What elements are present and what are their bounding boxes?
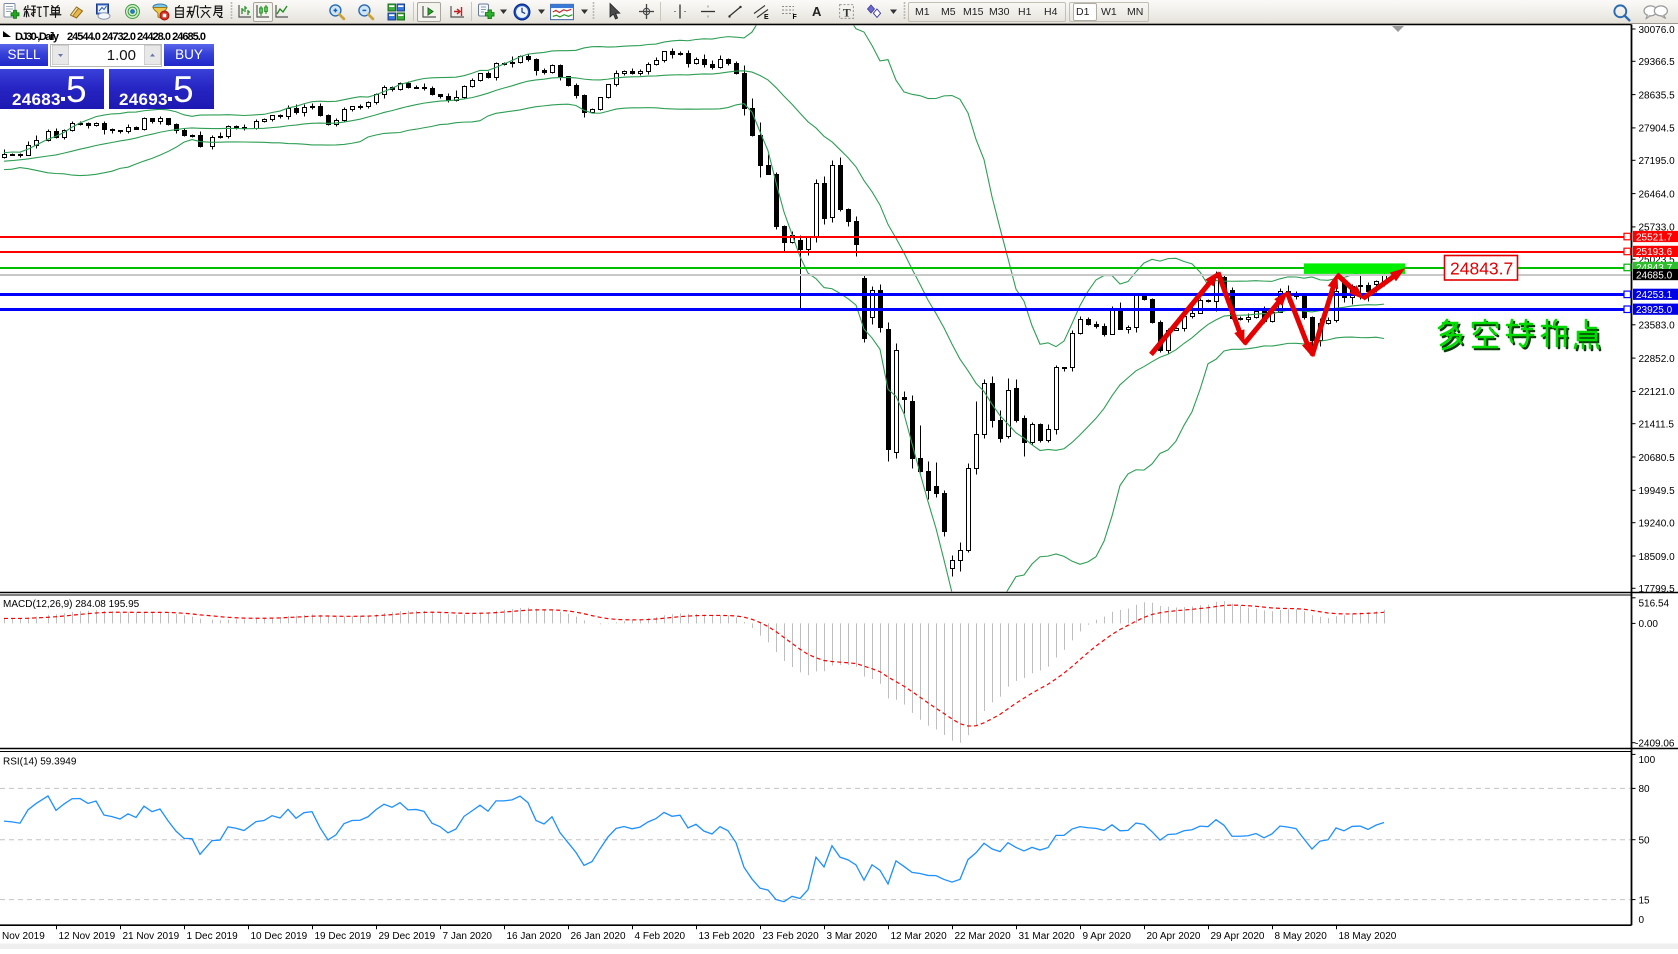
- svg-text:24253.1: 24253.1: [1636, 290, 1673, 301]
- svg-text:1 Dec 2019: 1 Dec 2019: [187, 931, 239, 942]
- svg-text:0.00: 0.00: [1639, 619, 1659, 630]
- svg-text:30076.0: 30076.0: [1639, 25, 1676, 36]
- svg-text:-2409.06: -2409.06: [1635, 739, 1675, 750]
- svg-text:29 Dec 2019: 29 Dec 2019: [379, 931, 436, 942]
- svg-text:29 Apr 2020: 29 Apr 2020: [1211, 931, 1265, 942]
- svg-text:F: F: [793, 14, 798, 20]
- svg-text:80: 80: [1639, 784, 1651, 795]
- svg-text:31 Mar 2020: 31 Mar 2020: [1019, 931, 1076, 942]
- svg-text:29366.5: 29366.5: [1639, 57, 1676, 68]
- svg-text:3 Mar 2020: 3 Mar 2020: [827, 931, 878, 942]
- svg-text:23 Feb 2020: 23 Feb 2020: [763, 931, 820, 942]
- svg-text:MACD(12,26,9) 284.08 195.95: MACD(12,26,9) 284.08 195.95: [3, 599, 140, 610]
- svg-text:20 Apr 2020: 20 Apr 2020: [1147, 931, 1201, 942]
- svg-text:19 Dec 2019: 19 Dec 2019: [315, 931, 372, 942]
- svg-text:22121.0: 22121.0: [1639, 387, 1676, 398]
- svg-text:0: 0: [1639, 915, 1645, 926]
- svg-text:25733.0: 25733.0: [1639, 223, 1676, 234]
- svg-text:25521.7: 25521.7: [1636, 232, 1673, 243]
- svg-text:100: 100: [1639, 755, 1656, 766]
- svg-text:24685.0: 24685.0: [1636, 270, 1673, 281]
- svg-text:24544.0 24732.0 24428.0 24685.: 24544.0 24732.0 24428.0 24685.0: [67, 31, 206, 43]
- svg-text:21411.5: 21411.5: [1639, 420, 1675, 431]
- svg-text:22 Mar 2020: 22 Mar 2020: [955, 931, 1012, 942]
- svg-text:T: T: [843, 6, 851, 19]
- svg-text:DJ30-,Daily: DJ30-,Daily: [15, 31, 60, 43]
- svg-text:13 Feb 2020: 13 Feb 2020: [699, 931, 756, 942]
- svg-text:21 Nov 2019: 21 Nov 2019: [123, 931, 180, 942]
- svg-text:E: E: [764, 14, 769, 20]
- svg-text:19949.5: 19949.5: [1639, 486, 1676, 497]
- svg-text:25193.6: 25193.6: [1636, 247, 1673, 258]
- svg-text:50: 50: [1639, 836, 1651, 847]
- svg-text:15: 15: [1639, 895, 1651, 906]
- svg-text:28635.5: 28635.5: [1639, 90, 1676, 101]
- svg-text:27195.0: 27195.0: [1639, 156, 1676, 167]
- svg-text:19240.0: 19240.0: [1639, 519, 1676, 530]
- svg-text:18509.0: 18509.0: [1639, 552, 1676, 563]
- svg-text:4 Feb 2020: 4 Feb 2020: [635, 931, 686, 942]
- svg-text:18 May 2020: 18 May 2020: [1339, 931, 1397, 942]
- svg-text:27904.5: 27904.5: [1639, 124, 1676, 135]
- svg-text:23583.0: 23583.0: [1639, 321, 1676, 332]
- svg-text:Nov 2019: Nov 2019: [2, 931, 45, 942]
- svg-text:7 Jan 2020: 7 Jan 2020: [443, 931, 493, 942]
- svg-text:516.54: 516.54: [1639, 598, 1670, 609]
- svg-text:25023.5: 25023.5: [1639, 255, 1676, 266]
- svg-text:24843.7: 24843.7: [1450, 259, 1513, 279]
- svg-text:9 Apr 2020: 9 Apr 2020: [1083, 931, 1132, 942]
- svg-text:17799.5: 17799.5: [1639, 584, 1676, 595]
- svg-text:26464.0: 26464.0: [1639, 189, 1676, 200]
- svg-text:22852.0: 22852.0: [1639, 354, 1676, 365]
- svg-text:10 Dec 2019: 10 Dec 2019: [251, 931, 308, 942]
- svg-text:16 Jan 2020: 16 Jan 2020: [507, 931, 562, 942]
- svg-text:8 May 2020: 8 May 2020: [1275, 931, 1328, 942]
- svg-text:24843.7: 24843.7: [1636, 263, 1673, 274]
- svg-text:20680.5: 20680.5: [1639, 453, 1676, 464]
- svg-text:12 Nov 2019: 12 Nov 2019: [59, 931, 116, 942]
- svg-text:26 Jan 2020: 26 Jan 2020: [571, 931, 626, 942]
- svg-text:12 Mar 2020: 12 Mar 2020: [891, 931, 948, 942]
- svg-text:23925.0: 23925.0: [1636, 305, 1673, 316]
- svg-text:RSI(14) 59.3949: RSI(14) 59.3949: [3, 757, 77, 768]
